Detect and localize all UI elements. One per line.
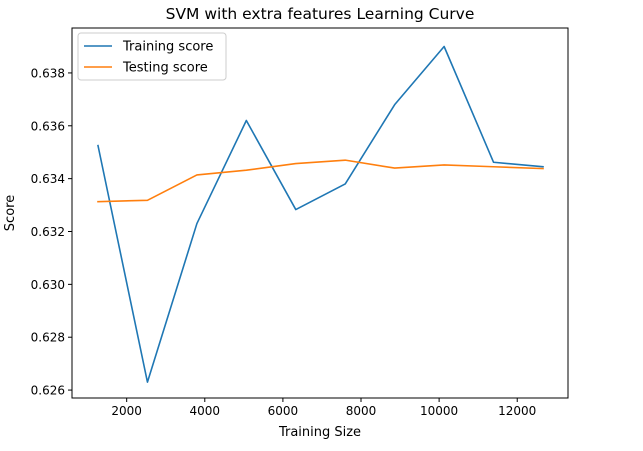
legend: Training score Testing score: [77, 32, 227, 81]
y-axis: 0.626 0.628 0.630 0.632 0.634 0.636 0.638: [31, 66, 72, 398]
y-axis-label: Score: [3, 195, 18, 231]
legend-label-testing-score: Testing score: [122, 61, 208, 76]
x-tick-label: 8000: [346, 404, 377, 418]
x-tick-label: 12000: [498, 404, 536, 418]
y-tick-label: 0.630: [31, 278, 65, 292]
x-tick-label: 6000: [268, 404, 299, 418]
x-tick-label: 10000: [420, 404, 458, 418]
chart-title: SVM with extra features Learning Curve: [166, 5, 475, 23]
x-axis: 2000 4000 6000 8000 10000 12000: [111, 398, 536, 418]
x-tick-label: 4000: [190, 404, 221, 418]
plot-area-frame: [71, 27, 569, 399]
legend-label-training-score: Training score: [122, 40, 213, 55]
y-tick-label: 0.632: [31, 225, 65, 239]
legend-box: [77, 32, 227, 81]
series-line-training-score: [97, 45, 544, 383]
y-tick-label: 0.634: [31, 172, 65, 186]
x-axis-label: Training Size: [278, 425, 361, 440]
series-lines: [97, 45, 544, 383]
y-tick-label: 0.626: [31, 384, 65, 398]
y-tick-label: 0.638: [31, 66, 65, 80]
series-line-testing-score: [97, 159, 544, 203]
y-tick-label: 0.636: [31, 119, 65, 133]
y-tick-label: 0.628: [31, 331, 65, 345]
x-tick-label: 2000: [111, 404, 142, 418]
